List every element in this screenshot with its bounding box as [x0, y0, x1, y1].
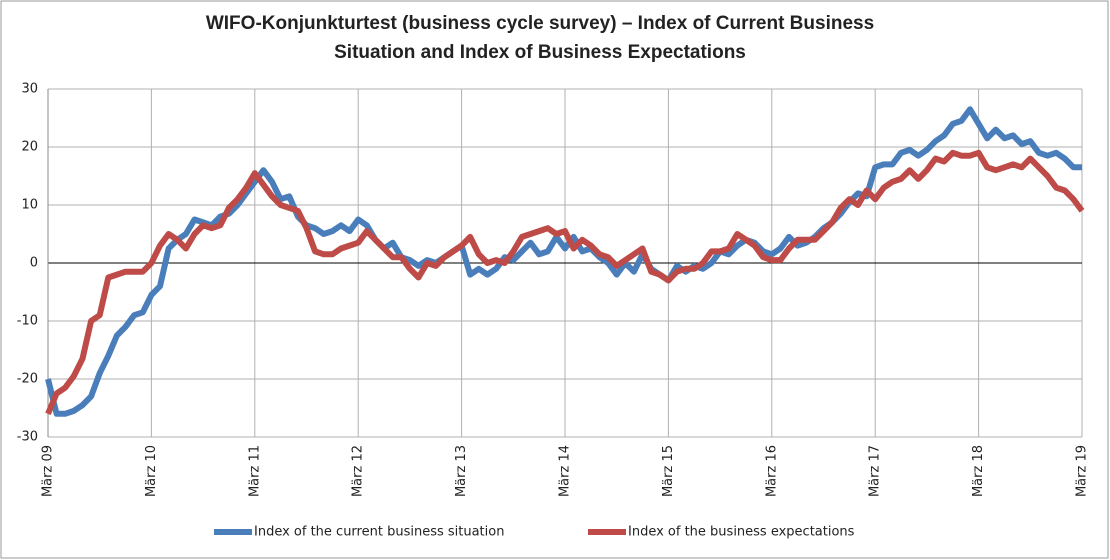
- line-series: [45, 149, 1085, 415]
- y-tick-label: 0: [30, 256, 38, 271]
- x-tick-label: März 10: [144, 445, 159, 497]
- y-tick-label: 10: [21, 198, 38, 213]
- x-tick-label: März 09: [41, 445, 56, 497]
- chart-title: WIFO-Konjunkturtest (business cycle surv…: [206, 13, 874, 34]
- y-tick-label: -20: [17, 372, 38, 387]
- y-tick-label: 30: [21, 82, 38, 97]
- legend-label: Index of the business expectations: [628, 525, 855, 540]
- x-tick-label: März 15: [661, 445, 676, 497]
- x-tick-label: März 12: [351, 445, 366, 497]
- x-tick-label: März 14: [558, 445, 573, 497]
- x-tick-label: März 13: [454, 445, 469, 497]
- y-tick-label: -10: [17, 314, 38, 329]
- x-tick-label: März 16: [764, 445, 779, 497]
- x-tick-label: März 11: [247, 445, 262, 497]
- line-series: [45, 106, 1082, 417]
- x-tick-label: März 17: [868, 445, 883, 497]
- x-tick-label: März 18: [971, 445, 986, 497]
- y-tick-label: 20: [21, 140, 38, 155]
- chart-title: Situation and Index of Business Expectat…: [334, 42, 746, 63]
- legend-label: Index of the current business situation: [254, 525, 504, 540]
- y-tick-label: -30: [17, 430, 38, 445]
- x-tick-label: März 19: [1075, 445, 1090, 497]
